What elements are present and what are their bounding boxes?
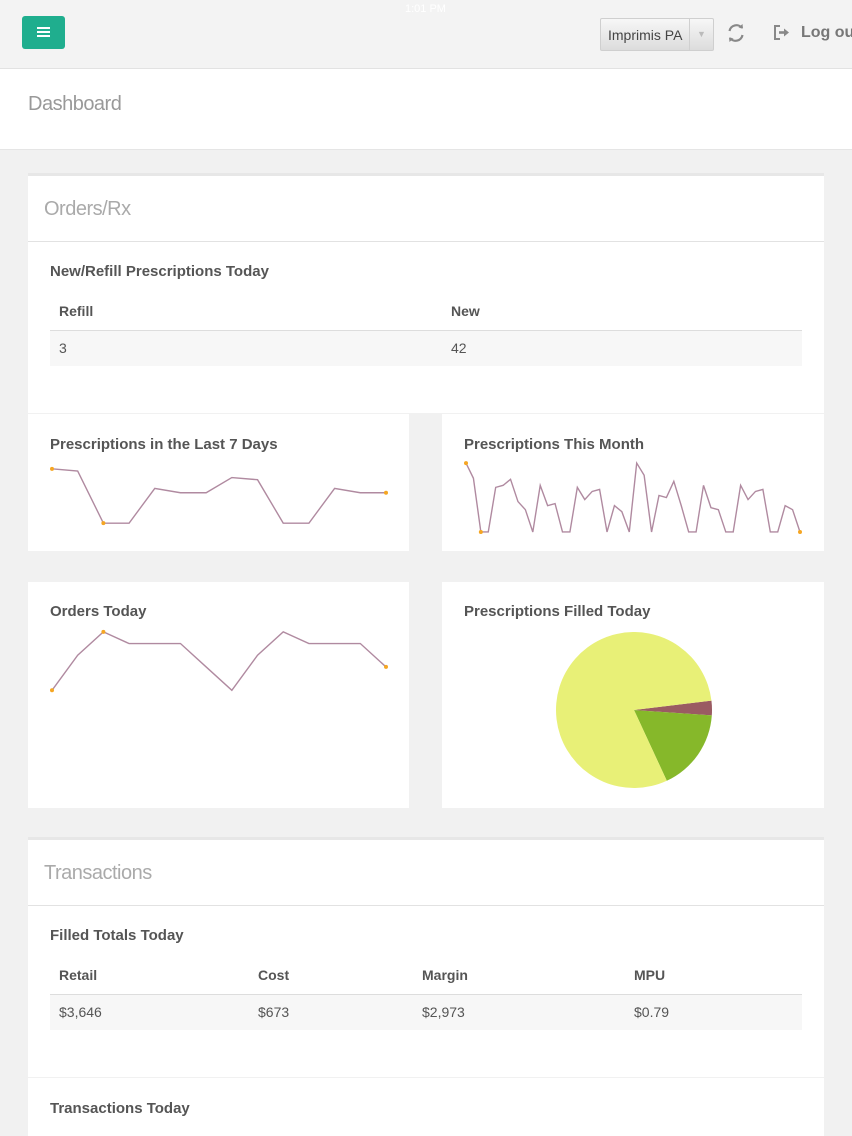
hamburger-icon (37, 27, 50, 29)
sparkline-spot (464, 461, 468, 466)
sparkline-spot (384, 490, 388, 495)
table-header-row: Retail Cost Margin MPU (50, 956, 802, 995)
logout-icon (774, 25, 789, 40)
hamburger-icon-line (37, 35, 50, 37)
last-7-days-card: Prescriptions in the Last 7 Days (28, 414, 409, 551)
sparkline-spot (101, 521, 106, 526)
column-header-mpu: MPU (625, 956, 802, 995)
filled-today-title: Prescriptions Filled Today (464, 603, 651, 620)
pie-slice (556, 632, 712, 788)
column-header-cost: Cost (249, 956, 413, 995)
orders-today-sparkline (50, 629, 388, 693)
transactions-section-header: Transactions (28, 837, 824, 906)
sparkline-spot (50, 466, 54, 471)
orders-today-title: Orders Today (50, 603, 147, 620)
filled-today-pie (556, 632, 712, 788)
column-header-retail: Retail (50, 956, 249, 995)
orders-today-card: Orders Today (28, 582, 409, 808)
column-header-refill: Refill (50, 292, 442, 331)
this-month-title: Prescriptions This Month (464, 436, 645, 453)
page-title: Dashboard (28, 93, 122, 115)
filled-totals-table: Retail Cost Margin MPU $3,646 $673 $2,97… (50, 956, 802, 1030)
filled-totals-title: Filled Totals Today (50, 927, 184, 944)
cost-value: $673 (249, 994, 413, 1030)
menu-button[interactable] (22, 16, 65, 49)
logout-label: Log ou (801, 24, 852, 41)
new-refill-table: Refill New 3 42 (50, 292, 802, 366)
status-time: 1:01 PM (405, 3, 446, 15)
new-count: 42 (442, 330, 802, 366)
table-row: 3 42 (50, 330, 802, 366)
top-bar: 1:01 PM Imprimis PA ▼ Log ou (0, 0, 852, 69)
orders-section-title: Orders/Rx (44, 198, 131, 220)
refresh-icon[interactable] (726, 22, 746, 44)
transactions-today-panel: Transactions Today (28, 1078, 824, 1136)
sparkline-spot (50, 688, 54, 693)
transactions-today-title: Transactions Today (50, 1100, 190, 1117)
column-header-margin: Margin (413, 956, 625, 995)
pie-slice (634, 700, 712, 716)
margin-value: $2,973 (413, 994, 625, 1030)
this-month-sparkline (464, 460, 802, 534)
organization-select[interactable]: Imprimis PA ▼ (600, 18, 714, 51)
table-header-row: Refill New (50, 292, 802, 331)
sparkline-line (51, 468, 386, 524)
retail-value: $3,646 (50, 994, 249, 1030)
hamburger-icon-line (37, 31, 50, 33)
column-header-new: New (442, 292, 802, 331)
this-month-card: Prescriptions This Month (442, 414, 824, 551)
organization-select-value: Imprimis PA (608, 27, 683, 43)
sparkline-spot (478, 529, 483, 534)
sparkline-line (51, 631, 387, 692)
filled-today-card: Prescriptions Filled Today (442, 582, 824, 808)
table-row: $3,646 $673 $2,973 $0.79 (50, 994, 802, 1030)
page-header: Dashboard (0, 69, 852, 150)
transactions-section-title: Transactions (44, 862, 152, 884)
sparkline-spot (798, 529, 802, 534)
pie-slice (634, 710, 712, 781)
chevron-down-icon: ▼ (689, 19, 713, 50)
new-refill-panel: New/Refill Prescriptions Today Refill Ne… (28, 242, 824, 413)
mpu-value: $0.79 (625, 994, 802, 1030)
logout-button[interactable]: Log ou (774, 22, 852, 44)
orders-section-header: Orders/Rx (28, 173, 824, 242)
new-refill-title: New/Refill Prescriptions Today (50, 263, 269, 280)
filled-totals-panel: Filled Totals Today Retail Cost Margin M… (28, 906, 824, 1077)
last-7-days-sparkline (50, 466, 388, 526)
refill-count: 3 (50, 330, 442, 366)
sparkline-spot (101, 629, 106, 634)
sparkline-line (465, 460, 801, 533)
last-7-days-title: Prescriptions in the Last 7 Days (50, 436, 278, 453)
sparkline-spot (384, 664, 388, 669)
